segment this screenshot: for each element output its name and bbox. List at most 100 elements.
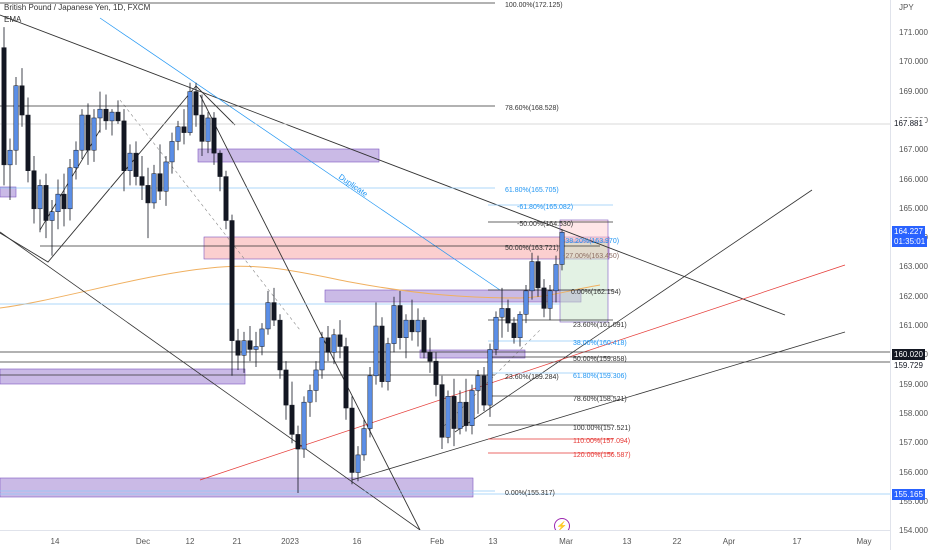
price-tick: 165.000 — [899, 203, 928, 213]
candle-body — [109, 111, 115, 122]
fib-label: 23.60%(161.091) — [573, 322, 627, 329]
candle-body — [121, 120, 127, 171]
candle-body — [475, 375, 481, 391]
candle-body — [451, 396, 457, 429]
trend-line — [99, 17, 501, 291]
price-tick: 167.000 — [899, 145, 928, 155]
candle-body — [25, 114, 31, 171]
candle-body — [229, 220, 235, 341]
chart-area[interactable]: 100.00%(172.125) 78.60%(168.528) 61.80%(16… — [0, 0, 890, 550]
candle-body — [379, 325, 385, 382]
time-tick: 22 — [672, 537, 682, 546]
candle-body — [325, 337, 331, 353]
time-tick: 21 — [232, 537, 242, 546]
time-tick: 13 — [488, 537, 498, 546]
trend-line — [0, 14, 786, 316]
fib-label: -38.20%(163.970) — [563, 238, 619, 245]
candle-body — [277, 319, 283, 371]
zone-rect — [559, 239, 609, 323]
candle-body — [523, 290, 529, 315]
price-axis[interactable]: JPY 171.000170.000169.000168.000167.0001… — [890, 0, 932, 550]
candle-body — [211, 117, 217, 154]
zone-rect — [0, 368, 246, 385]
chart-plot[interactable]: 100.00%(172.125) 78.60%(168.528) 61.80%(16… — [0, 0, 890, 530]
trend-line — [0, 85, 236, 263]
candle-body — [301, 401, 307, 450]
candle-body — [7, 149, 13, 166]
price-tag: 167.881 — [892, 118, 925, 129]
price-tick: 163.000 — [899, 262, 928, 272]
candle-body — [535, 261, 541, 289]
candle-body — [265, 302, 271, 330]
candle-body — [67, 167, 73, 210]
candle-body — [163, 161, 169, 192]
zone-rect — [419, 349, 526, 359]
candle-body — [259, 328, 265, 347]
candle-body — [49, 211, 55, 221]
price-tag: 155.165 — [892, 489, 925, 500]
candle-body — [439, 384, 445, 438]
candle-body — [553, 264, 559, 292]
candle-body — [127, 152, 133, 171]
price-tick: 171.000 — [899, 28, 928, 37]
price-tick: 157.000 — [899, 438, 928, 448]
candle-body — [487, 349, 493, 406]
price-tick: 169.000 — [899, 86, 928, 96]
time-tick: 13 — [622, 537, 632, 546]
ema-line — [0, 265, 601, 309]
candle-body — [115, 111, 121, 122]
candle-body — [199, 114, 205, 142]
price-tag: 164.227 — [892, 226, 925, 237]
candle-body — [361, 428, 367, 456]
candle-body — [283, 369, 289, 406]
price-tick: 156.000 — [899, 467, 928, 477]
zone-rect — [0, 477, 474, 498]
time-tick: 12 — [185, 537, 195, 546]
candle-body — [541, 287, 547, 309]
candle-body — [103, 108, 109, 122]
candle-body — [145, 185, 151, 204]
price-tick: 158.000 — [899, 408, 928, 418]
time-tick: Apr — [722, 537, 736, 546]
candle-body — [187, 91, 193, 133]
candle-body — [181, 126, 187, 133]
fib-label: 61.80%(159.306) — [573, 373, 627, 380]
candle-body — [499, 308, 505, 318]
candle-body — [457, 401, 463, 429]
price-tick: 161.000 — [899, 321, 928, 330]
trend-line — [199, 94, 421, 530]
candle-body — [373, 325, 379, 377]
fib-label: 61.80%(165.705) — [505, 187, 559, 194]
candle-body — [511, 322, 517, 338]
candle-body — [295, 434, 301, 450]
trend-line — [454, 189, 813, 433]
candle-body — [151, 173, 157, 204]
candle-body — [331, 334, 337, 353]
trend-line — [351, 331, 846, 481]
indicator-label[interactable]: EMA — [4, 15, 22, 24]
candle-body — [385, 343, 391, 382]
time-axis[interactable]: 14 Dec 12 21 2023 16 Feb 13 Mar 13 22 Apr 17 May — [0, 530, 890, 550]
candle-body — [403, 319, 409, 338]
candle-body — [463, 401, 469, 426]
trend-line — [199, 264, 846, 481]
zone-rect — [559, 219, 609, 243]
price-tick: 166.000 — [899, 174, 928, 184]
candle-body — [61, 193, 67, 210]
candle-body — [469, 390, 475, 426]
candle-body — [79, 114, 85, 151]
candle-body — [1, 47, 7, 166]
fib-label: 23.60%(159.284) — [505, 374, 559, 381]
price-tag: 160.020 — [892, 349, 925, 360]
candle-body — [427, 352, 433, 362]
candle-body — [85, 114, 91, 151]
candle-body — [43, 185, 49, 221]
candle-body — [73, 149, 79, 169]
candle-body — [349, 407, 355, 473]
fib-label: 100.00%(172.125) — [505, 2, 563, 9]
time-tick: 2023 — [281, 537, 299, 546]
candle-body — [223, 176, 229, 221]
time-tick: 14 — [50, 537, 60, 546]
trend-line — [0, 231, 421, 530]
fib-label: 100.00%(157.521) — [573, 425, 631, 432]
